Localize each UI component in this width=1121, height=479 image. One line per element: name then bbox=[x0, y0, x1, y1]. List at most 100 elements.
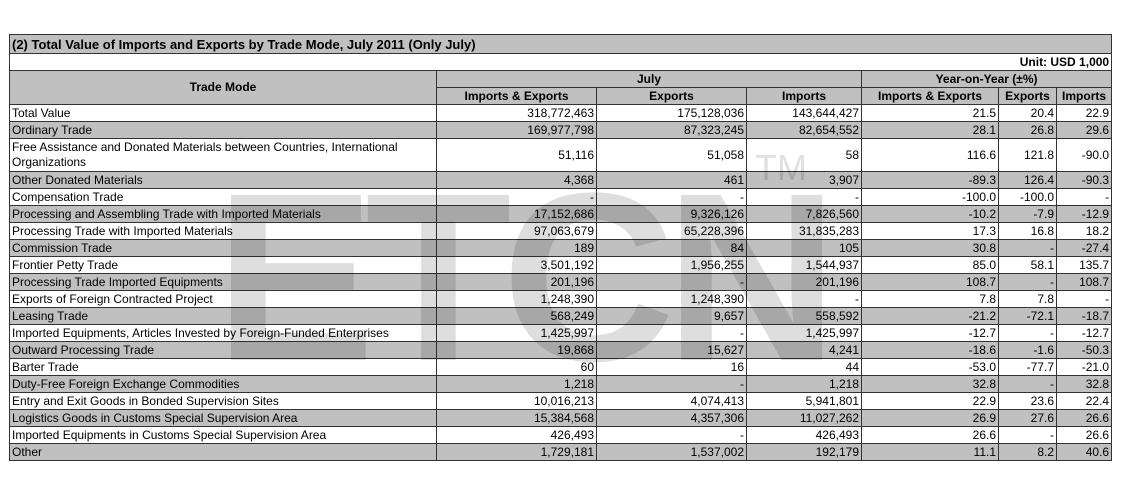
july-exports-cell: 9,657 bbox=[596, 307, 747, 325]
yoy-imports-exports-cell: -10.2 bbox=[861, 205, 999, 223]
yoy-imports-cell: -12.9 bbox=[1055, 205, 1113, 223]
july-imports-exports-cell: 97,063,679 bbox=[436, 222, 597, 240]
table-row: Logistics Goods in Customs Special Super… bbox=[9, 409, 1113, 427]
july-imports-exports-cell: 318,772,463 bbox=[436, 104, 597, 122]
header-july-imports: Imports bbox=[746, 87, 862, 105]
yoy-imports-cell: 135.7 bbox=[1055, 256, 1113, 274]
july-imports-cell: 3,907 bbox=[746, 171, 862, 189]
header-yoy-imports-exports: Imports & Exports bbox=[861, 87, 999, 105]
table-row: Entry and Exit Goods in Bonded Supervisi… bbox=[9, 392, 1113, 410]
table-row: Outward Processing Trade 19,868 15,627 4,24… bbox=[9, 341, 1113, 359]
yoy-imports-exports-cell: 30.8 bbox=[861, 239, 999, 257]
trade-mode-cell: Other bbox=[9, 443, 437, 461]
july-imports-exports-cell: 19,868 bbox=[436, 341, 597, 359]
july-imports-exports-cell: 201,196 bbox=[436, 273, 597, 291]
yoy-imports-exports-cell: 26.6 bbox=[861, 426, 999, 444]
trade-mode-cell: Frontier Petty Trade bbox=[9, 256, 437, 274]
july-imports-exports-cell: 17,152,686 bbox=[436, 205, 597, 223]
july-imports-exports-cell: 568,249 bbox=[436, 307, 597, 325]
july-imports-exports-cell: 4,368 bbox=[436, 171, 597, 189]
yoy-imports-exports-cell: -18.6 bbox=[861, 341, 999, 359]
july-exports-cell: - bbox=[596, 375, 747, 393]
yoy-imports-cell: - bbox=[1055, 188, 1113, 206]
yoy-imports-cell: -50.3 bbox=[1055, 341, 1113, 359]
yoy-imports-exports-cell: 11.1 bbox=[861, 443, 999, 461]
trade-mode-cell: Processing Trade with Imported Materials bbox=[9, 222, 437, 240]
july-imports-cell: 58 bbox=[746, 138, 862, 172]
july-imports-cell: 11,027,262 bbox=[746, 409, 862, 427]
july-imports-exports-cell: 3,501,192 bbox=[436, 256, 597, 274]
july-exports-cell: 87,323,245 bbox=[596, 121, 747, 139]
yoy-imports-cell: 26.6 bbox=[1055, 409, 1113, 427]
yoy-exports-cell: 7.8 bbox=[998, 290, 1057, 308]
july-imports-exports-cell: 189 bbox=[436, 239, 597, 257]
july-exports-cell: 4,074,413 bbox=[596, 392, 747, 410]
header-july-exports: Exports bbox=[596, 87, 747, 105]
yoy-exports-cell: - bbox=[998, 239, 1057, 257]
table-row: Other Donated Materials 4,368 461 3,907 -89.… bbox=[9, 171, 1113, 189]
table-row: Ordinary Trade 169,977,798 87,323,245 82,65… bbox=[9, 121, 1113, 139]
header-july: July bbox=[436, 70, 862, 88]
yoy-imports-exports-cell: -100.0 bbox=[861, 188, 999, 206]
trade-mode-cell: Ordinary Trade bbox=[9, 121, 437, 139]
table-row: Other 1,729,181 1,537,002 192,179 11.1 8.2 40.… bbox=[9, 443, 1113, 461]
yoy-imports-exports-cell: -89.3 bbox=[861, 171, 999, 189]
trade-mode-cell: Total Value bbox=[9, 104, 437, 122]
yoy-exports-cell: - bbox=[998, 273, 1057, 291]
july-imports-cell: 1,218 bbox=[746, 375, 862, 393]
july-imports-cell: 5,941,801 bbox=[746, 392, 862, 410]
table-row: Duty-Free Foreign Exchange Commodities 1,… bbox=[9, 375, 1113, 393]
yoy-exports-cell: -100.0 bbox=[998, 188, 1057, 206]
yoy-imports-cell: -90.0 bbox=[1055, 138, 1113, 172]
header-yoy-exports: Exports bbox=[998, 87, 1057, 105]
july-imports-cell: - bbox=[746, 290, 862, 308]
header-yoy: Year-on-Year (±%) bbox=[860, 70, 1113, 88]
july-exports-cell: 461 bbox=[596, 171, 747, 189]
yoy-exports-cell: 121.8 bbox=[998, 138, 1057, 172]
table-row: Exports of Foreign Contracted Project 1,2… bbox=[9, 290, 1113, 308]
trade-mode-cell: Exports of Foreign Contracted Project bbox=[9, 290, 437, 308]
trade-mode-cell: Entry and Exit Goods in Bonded Supervisi… bbox=[9, 392, 437, 410]
yoy-imports-exports-cell: 32.8 bbox=[861, 375, 999, 393]
yoy-imports-cell: 108.7 bbox=[1055, 273, 1113, 291]
yoy-exports-cell: 20.4 bbox=[998, 104, 1057, 122]
yoy-imports-cell: 18.2 bbox=[1055, 222, 1113, 240]
trade-mode-cell: Other Donated Materials bbox=[9, 171, 437, 189]
july-imports-cell: 192,179 bbox=[746, 443, 862, 461]
trade-mode-cell: Outward Processing Trade bbox=[9, 341, 437, 359]
july-imports-exports-cell: 10,016,213 bbox=[436, 392, 597, 410]
yoy-imports-cell: 40.6 bbox=[1055, 443, 1113, 461]
yoy-imports-cell: - bbox=[1055, 290, 1113, 308]
trade-mode-cell: Processing and Assembling Trade with Imp… bbox=[9, 205, 437, 223]
july-imports-cell: 558,592 bbox=[746, 307, 862, 325]
yoy-imports-exports-cell: 17.3 bbox=[861, 222, 999, 240]
yoy-imports-exports-cell: 26.9 bbox=[861, 409, 999, 427]
july-imports-exports-cell: 1,729,181 bbox=[436, 443, 597, 461]
yoy-imports-cell: -12.7 bbox=[1055, 324, 1113, 342]
trade-mode-cell: Duty-Free Foreign Exchange Commodities bbox=[9, 375, 437, 393]
july-imports-cell: 31,835,283 bbox=[746, 222, 862, 240]
trade-mode-cell: Free Assistance and Donated Materials be… bbox=[9, 138, 437, 172]
july-exports-cell: - bbox=[596, 188, 747, 206]
trade-mode-cell: Commission Trade bbox=[9, 239, 437, 257]
table-row: Leasing Trade 568,249 9,657 558,592 -21.2 -72… bbox=[9, 307, 1113, 325]
july-exports-cell: 9,326,126 bbox=[596, 205, 747, 223]
july-imports-cell: 1,425,997 bbox=[746, 324, 862, 342]
yoy-imports-exports-cell: 21.5 bbox=[861, 104, 999, 122]
yoy-exports-cell: 126.4 bbox=[998, 171, 1057, 189]
yoy-exports-cell: 23.6 bbox=[998, 392, 1057, 410]
table-row: Processing Trade Imported Equipments 201,… bbox=[9, 273, 1113, 291]
yoy-exports-cell: -72.1 bbox=[998, 307, 1057, 325]
table-row: Imported Equipments in Customs Special S… bbox=[9, 426, 1113, 444]
yoy-imports-cell: -21.0 bbox=[1055, 358, 1113, 376]
yoy-exports-cell: 27.6 bbox=[998, 409, 1057, 427]
table-row: Processing and Assembling Trade with Imp… bbox=[9, 205, 1113, 223]
table-row: Commission Trade 189 84 105 30.8- -27.4 bbox=[9, 239, 1113, 257]
yoy-exports-cell: 26.8 bbox=[998, 121, 1057, 139]
header-yoy-imports: Imports bbox=[1055, 87, 1113, 105]
july-exports-cell: 65,228,396 bbox=[596, 222, 747, 240]
yoy-exports-cell: - bbox=[998, 426, 1057, 444]
july-imports-cell: 105 bbox=[746, 239, 862, 257]
july-imports-cell: 143,644,427 bbox=[746, 104, 862, 122]
july-exports-cell: 16 bbox=[596, 358, 747, 376]
